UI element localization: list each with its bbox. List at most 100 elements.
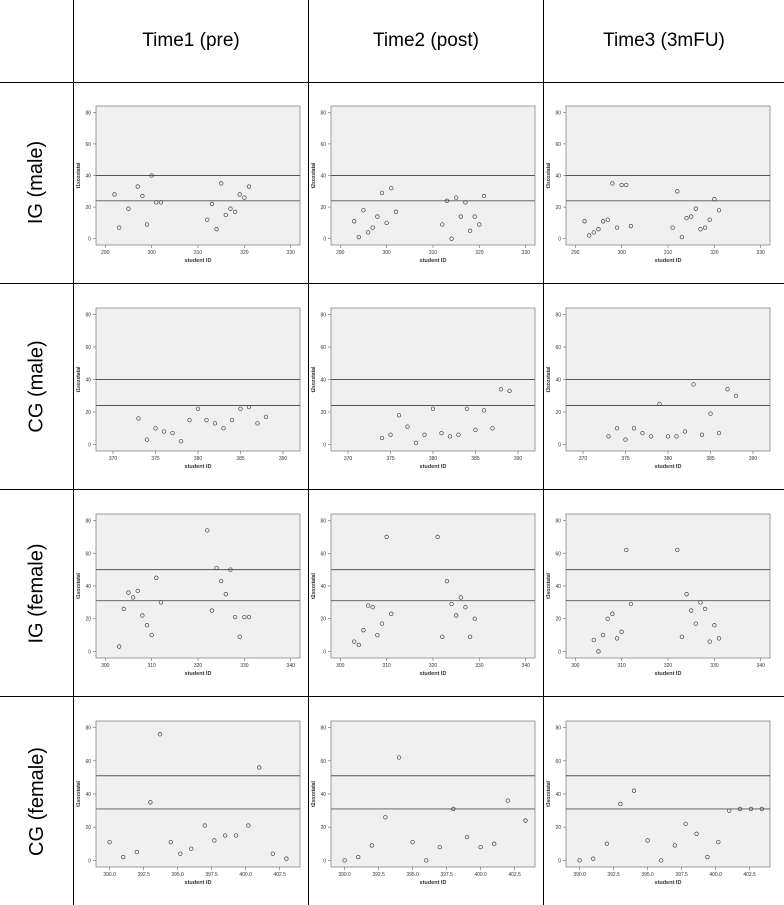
data-point: [375, 214, 380, 219]
data-point: [679, 634, 685, 639]
data-point: [136, 416, 141, 421]
data-point: [144, 222, 150, 227]
data-point: [628, 223, 634, 229]
y-tick-label: 0: [88, 443, 91, 449]
data-point: [370, 605, 375, 610]
x-tick-label: 375: [151, 456, 160, 462]
data-point: [505, 798, 510, 803]
data-point: [205, 217, 210, 222]
data-point: [591, 856, 596, 861]
data-point: [481, 408, 487, 413]
x-tick-label: 320: [194, 663, 203, 669]
data-point: [463, 605, 468, 610]
column-header-time3: Time3 (3mFU): [603, 30, 725, 51]
y-tick-label: 60: [85, 345, 91, 351]
y-axis-title: t2sozstatal: [311, 780, 317, 806]
data-point: [440, 634, 445, 639]
data-point: [112, 192, 117, 197]
x-axis-title: student ID: [655, 880, 682, 886]
data-point: [449, 601, 454, 607]
x-tick-label: 310: [617, 663, 626, 669]
x-tick-label: 370: [109, 456, 118, 462]
x-tick-label: 397.5: [440, 872, 453, 878]
column-header-time1: Time1 (pre): [142, 30, 240, 51]
y-tick-label: 40: [555, 584, 561, 590]
chart-svg: 0 20 40 60 80 390.0 392.5 395.0 397.5 400.0 402.5 s…: [546, 720, 771, 886]
data-point: [238, 406, 243, 411]
y-tick-label: 40: [85, 584, 91, 590]
data-point: [606, 434, 611, 439]
x-axis-title: student ID: [420, 880, 447, 886]
data-point: [361, 628, 366, 633]
data-point: [716, 208, 722, 213]
data-point: [255, 421, 260, 426]
y-tick-label: 20: [320, 205, 326, 211]
row-header-cg-male: CG (male): [25, 340, 48, 433]
x-tick-label: 300: [101, 663, 110, 669]
data-point: [600, 219, 606, 224]
x-tick-label: 290: [336, 250, 345, 256]
y-tick-label: 60: [85, 759, 91, 765]
data-point: [702, 606, 708, 612]
y-tick-label: 40: [320, 792, 326, 798]
data-point: [716, 636, 722, 641]
data-point: [444, 578, 450, 584]
data-point: [587, 233, 592, 238]
scatter-chart: 0 20 40 60 80 290 300 310 320 330 student ID t2sozs…: [311, 105, 536, 281]
data-point: [204, 417, 209, 423]
chart-svg: 0 20 40 60 80 370 375 380 385 390 student ID t2sozs…: [311, 307, 536, 470]
data-point: [712, 623, 717, 628]
x-tick-label: 402.5: [508, 872, 521, 878]
data-point: [498, 387, 504, 392]
x-tick-label: 402.5: [743, 872, 756, 878]
grid-line: [0, 696, 784, 697]
y-tick-label: 0: [558, 443, 561, 449]
y-axis-title: t3sozstatal: [546, 162, 552, 188]
data-point: [246, 614, 252, 620]
x-tick-label: 385: [471, 456, 480, 462]
data-point: [223, 833, 228, 838]
data-point: [684, 592, 689, 597]
y-tick-label: 60: [320, 759, 326, 765]
y-axis-title: t1sozstatal: [76, 162, 82, 188]
data-point: [464, 834, 470, 840]
data-point: [759, 806, 764, 812]
data-point: [202, 823, 207, 828]
x-tick-label: 385: [236, 456, 245, 462]
data-point: [631, 426, 637, 431]
x-tick-label: 300: [336, 663, 345, 669]
data-point: [492, 841, 497, 846]
data-point: [447, 434, 453, 439]
data-point: [157, 732, 163, 737]
data-point: [134, 849, 139, 855]
row-header-ig-male: IG (male): [25, 140, 48, 225]
data-point: [691, 382, 696, 387]
data-point: [375, 632, 380, 638]
scatter-chart: 0 20 40 60 80 390.0 392.5 395.0 397.5 400.0 402.5 s…: [76, 720, 301, 903]
y-tick-label: 20: [85, 617, 91, 623]
y-tick-label: 80: [555, 519, 561, 525]
y-axis-title: t3sozstatal: [546, 780, 552, 806]
data-point: [614, 426, 620, 431]
plot-area: [565, 720, 771, 868]
data-point: [214, 227, 219, 232]
data-point: [144, 623, 150, 628]
data-point: [430, 406, 436, 411]
data-point: [232, 209, 238, 214]
data-point: [477, 222, 482, 227]
grid-line: [308, 0, 309, 905]
y-tick-label: 80: [85, 519, 91, 525]
data-point: [705, 854, 710, 860]
data-point: [439, 430, 444, 436]
data-point: [246, 184, 252, 189]
data-point: [619, 182, 624, 188]
y-tick-label: 80: [320, 519, 326, 525]
x-tick-label: 375: [386, 456, 395, 462]
chart-svg: 0 20 40 60 80 390.0 392.5 395.0 397.5 400.0 402.5 s…: [76, 720, 301, 886]
row-header-ig-female: IG (female): [25, 542, 48, 644]
y-tick-label: 0: [323, 858, 326, 864]
y-tick-label: 20: [320, 617, 326, 623]
data-point: [263, 414, 269, 420]
data-point: [356, 234, 361, 240]
grid-line: [0, 82, 784, 83]
